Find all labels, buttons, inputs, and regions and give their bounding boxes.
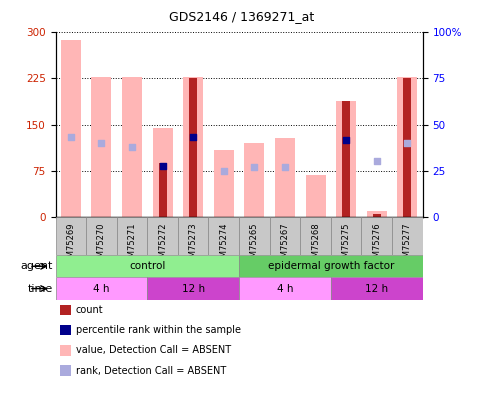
Bar <box>331 217 361 255</box>
Bar <box>300 217 331 255</box>
Bar <box>342 101 350 217</box>
Bar <box>398 77 417 217</box>
Point <box>159 162 167 169</box>
Text: GSM75270: GSM75270 <box>97 222 106 268</box>
Bar <box>122 77 142 217</box>
Text: 12 h: 12 h <box>365 284 388 294</box>
Bar <box>403 79 412 217</box>
Text: GSM75267: GSM75267 <box>281 222 289 268</box>
Bar <box>306 175 326 217</box>
Text: GSM75274: GSM75274 <box>219 222 228 268</box>
Bar <box>178 217 209 255</box>
Bar <box>239 277 331 300</box>
Point <box>67 134 75 141</box>
Text: percentile rank within the sample: percentile rank within the sample <box>76 325 241 335</box>
Bar <box>117 217 147 255</box>
Bar <box>147 277 239 300</box>
Point <box>128 143 136 150</box>
Text: GSM75265: GSM75265 <box>250 222 259 268</box>
Bar <box>270 217 300 255</box>
Text: 12 h: 12 h <box>182 284 205 294</box>
Point <box>189 134 197 140</box>
Text: GSM75277: GSM75277 <box>403 222 412 268</box>
Text: 4 h: 4 h <box>277 284 293 294</box>
Bar <box>56 217 86 255</box>
Bar <box>331 277 423 300</box>
Bar <box>244 143 264 217</box>
Bar <box>209 217 239 255</box>
Bar <box>275 138 295 217</box>
Point <box>220 167 227 174</box>
Bar <box>91 77 112 217</box>
Text: 4 h: 4 h <box>93 284 110 294</box>
Bar <box>61 40 81 217</box>
Text: value, Detection Call = ABSENT: value, Detection Call = ABSENT <box>76 345 231 355</box>
Bar <box>153 128 172 217</box>
Bar <box>367 211 387 217</box>
Bar <box>189 79 197 217</box>
Text: count: count <box>76 305 103 315</box>
Text: epidermal growth factor: epidermal growth factor <box>268 261 394 271</box>
Text: GSM75273: GSM75273 <box>189 222 198 268</box>
Point <box>251 164 258 170</box>
Point <box>98 140 105 146</box>
Bar <box>56 277 147 300</box>
Bar <box>361 217 392 255</box>
Bar <box>86 217 117 255</box>
Text: GSM75275: GSM75275 <box>341 222 351 268</box>
Bar <box>373 213 381 217</box>
Bar <box>392 217 423 255</box>
Text: GSM75272: GSM75272 <box>158 222 167 268</box>
Text: GSM75269: GSM75269 <box>66 222 75 268</box>
Text: GSM75268: GSM75268 <box>311 222 320 268</box>
Point <box>281 164 289 170</box>
Point <box>373 158 381 164</box>
Text: GSM75276: GSM75276 <box>372 222 381 268</box>
Bar <box>183 77 203 217</box>
Text: control: control <box>129 261 166 271</box>
Text: GDS2146 / 1369271_at: GDS2146 / 1369271_at <box>169 10 314 23</box>
Bar <box>56 255 239 277</box>
Point <box>403 140 411 146</box>
Text: rank, Detection Call = ABSENT: rank, Detection Call = ABSENT <box>76 366 226 375</box>
Bar <box>147 217 178 255</box>
Bar <box>158 163 167 217</box>
Bar <box>239 255 423 277</box>
Bar <box>214 150 234 217</box>
Text: agent: agent <box>21 261 53 271</box>
Point <box>342 136 350 143</box>
Text: GSM75271: GSM75271 <box>128 222 137 268</box>
Bar <box>336 101 356 217</box>
Bar <box>239 217 270 255</box>
Text: time: time <box>28 284 53 294</box>
